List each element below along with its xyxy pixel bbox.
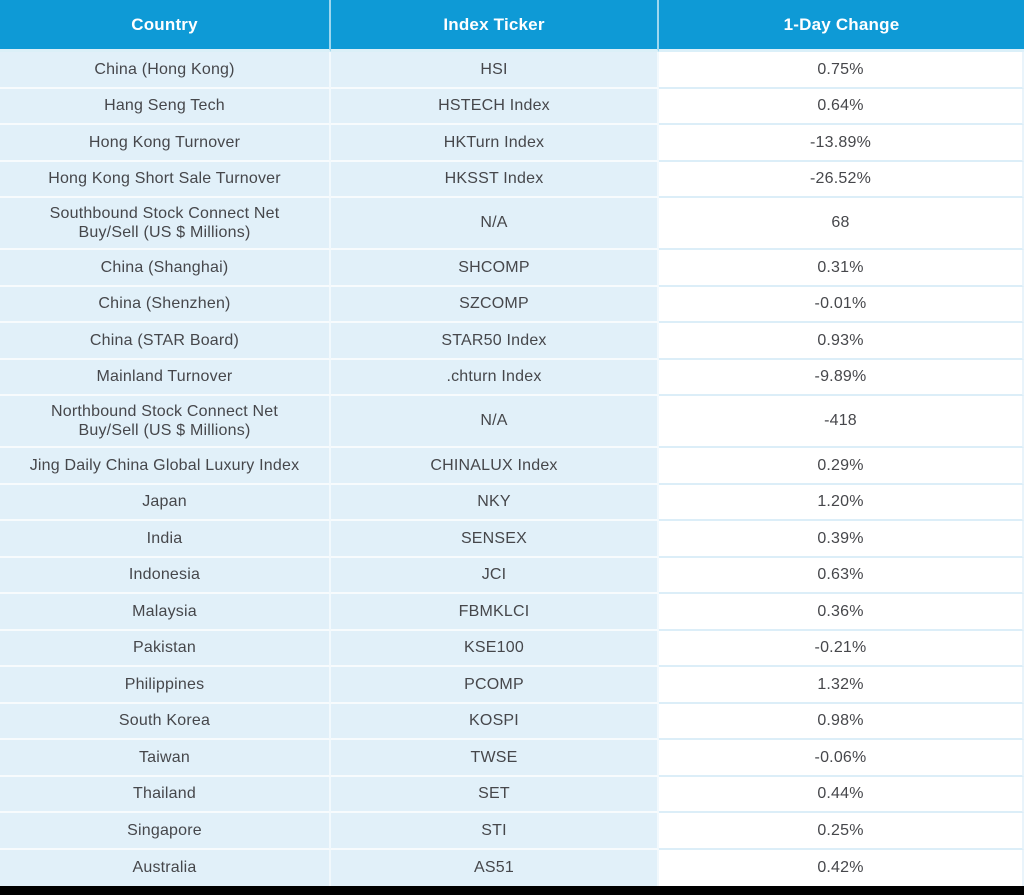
- cell-country: Thailand: [0, 776, 331, 813]
- cell-ticker: HSI: [331, 52, 659, 89]
- header-1-day-change: 1-Day Change: [659, 0, 1024, 52]
- cell-change: -0.01%: [659, 286, 1024, 323]
- cell-country: China (Shanghai): [0, 250, 331, 287]
- cell-change: 1.32%: [659, 667, 1024, 704]
- cell-ticker: N/A: [331, 198, 659, 250]
- cell-change: -26.52%: [659, 161, 1024, 198]
- cell-ticker: SET: [331, 776, 659, 813]
- cell-ticker: KSE100: [331, 630, 659, 667]
- cell-ticker: PCOMP: [331, 667, 659, 704]
- cell-change: -9.89%: [659, 359, 1024, 396]
- cell-change: -418: [659, 396, 1024, 448]
- cell-country: China (Hong Kong): [0, 52, 331, 89]
- cell-change: 0.36%: [659, 594, 1024, 631]
- cell-country: Taiwan: [0, 740, 331, 777]
- cell-change: 0.63%: [659, 557, 1024, 594]
- cell-country: Indonesia: [0, 557, 331, 594]
- cell-country: Singapore: [0, 813, 331, 850]
- cell-country: China (Shenzhen): [0, 286, 331, 323]
- cell-change: 0.64%: [659, 88, 1024, 125]
- cell-change: 0.75%: [659, 52, 1024, 89]
- cell-ticker: FBMKLCI: [331, 594, 659, 631]
- cell-ticker: STI: [331, 813, 659, 850]
- cell-ticker: HKSST Index: [331, 161, 659, 198]
- cell-country: Philippines: [0, 667, 331, 704]
- cell-ticker: TWSE: [331, 740, 659, 777]
- cell-country: Hong Kong Turnover: [0, 125, 331, 162]
- cell-country: South Korea: [0, 703, 331, 740]
- cell-ticker: AS51: [331, 849, 659, 886]
- cell-change: -0.06%: [659, 740, 1024, 777]
- cell-change: 0.25%: [659, 813, 1024, 850]
- cell-country: Southbound Stock Connect Net Buy/Sell (U…: [0, 198, 331, 250]
- header-country: Country: [0, 0, 331, 52]
- cell-ticker: HSTECH Index: [331, 88, 659, 125]
- cell-ticker: KOSPI: [331, 703, 659, 740]
- cell-change: 0.31%: [659, 250, 1024, 287]
- cell-ticker: CHINALUX Index: [331, 448, 659, 485]
- cell-ticker: SZCOMP: [331, 286, 659, 323]
- cell-change: 1.20%: [659, 484, 1024, 521]
- cell-country: Hang Seng Tech: [0, 88, 331, 125]
- cell-country: Malaysia: [0, 594, 331, 631]
- cell-country: Jing Daily China Global Luxury Index: [0, 448, 331, 485]
- cell-change: -0.21%: [659, 630, 1024, 667]
- cell-change: 0.93%: [659, 323, 1024, 360]
- cell-change: 0.98%: [659, 703, 1024, 740]
- cell-ticker: SENSEX: [331, 521, 659, 558]
- cell-ticker: .chturn Index: [331, 359, 659, 396]
- cell-country: Northbound Stock Connect Net Buy/Sell (U…: [0, 396, 331, 448]
- cell-country: Australia: [0, 849, 331, 886]
- cell-country: Hong Kong Short Sale Turnover: [0, 161, 331, 198]
- cell-ticker: STAR50 Index: [331, 323, 659, 360]
- cell-ticker: HKTurn Index: [331, 125, 659, 162]
- cell-country: India: [0, 521, 331, 558]
- cell-change: -13.89%: [659, 125, 1024, 162]
- header-index-ticker: Index Ticker: [331, 0, 659, 52]
- cell-country: Pakistan: [0, 630, 331, 667]
- cell-change: 0.42%: [659, 849, 1024, 886]
- cell-country: Mainland Turnover: [0, 359, 331, 396]
- cell-change: 68: [659, 198, 1024, 250]
- cell-country: Japan: [0, 484, 331, 521]
- cell-ticker: SHCOMP: [331, 250, 659, 287]
- cell-change: 0.29%: [659, 448, 1024, 485]
- cell-ticker: JCI: [331, 557, 659, 594]
- cell-ticker: NKY: [331, 484, 659, 521]
- cell-country: China (STAR Board): [0, 323, 331, 360]
- cell-ticker: N/A: [331, 396, 659, 448]
- cell-change: 0.44%: [659, 776, 1024, 813]
- cell-change: 0.39%: [659, 521, 1024, 558]
- bottom-bar: [0, 886, 1024, 895]
